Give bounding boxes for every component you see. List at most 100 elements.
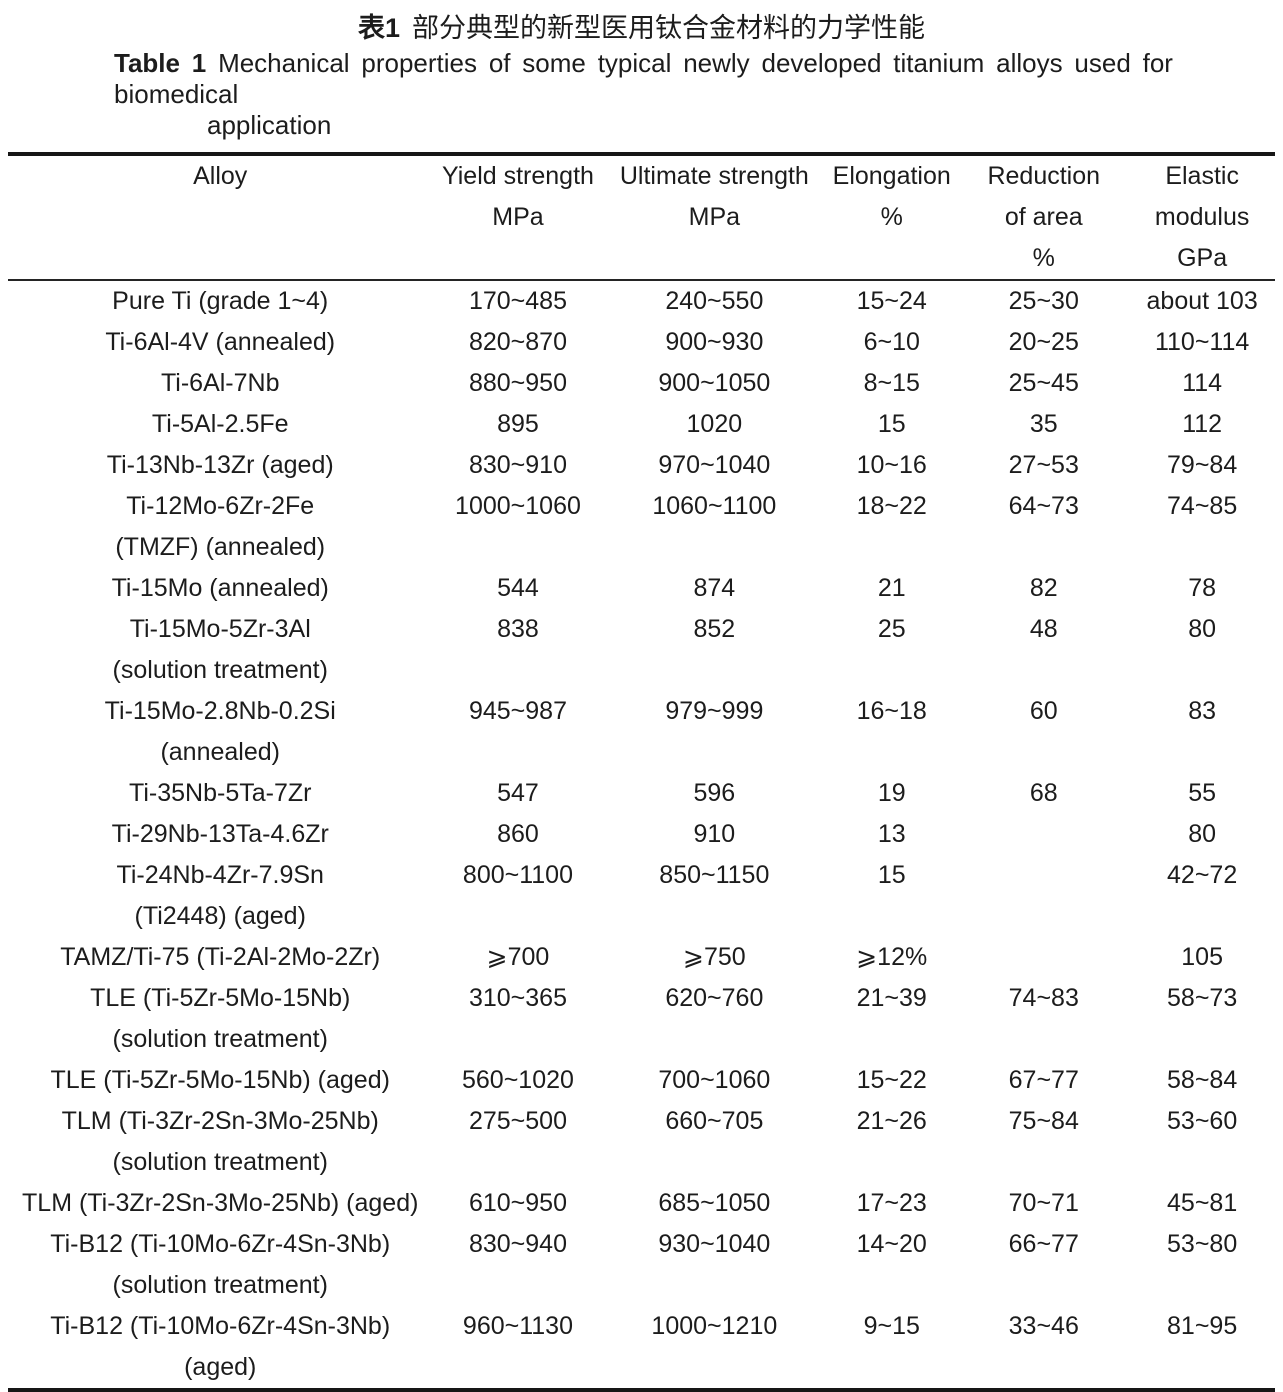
elongation-value: 9~15 [863,1312,920,1340]
elongation-value: 25 [877,615,906,643]
column-header-line: Yield strength [441,162,594,190]
column-header-alloy: Alloy [8,154,432,280]
ultimate-strength-value: ⩾750 [683,943,746,971]
table-row: Ti-15Mo (annealed) 544 874 21 82 78 [8,568,1275,609]
reduction-of-area-value [958,814,1129,855]
yield-strength-value: 544 [497,574,539,602]
yield-strength-value: ⩾700 [486,943,550,971]
column-header-line: Elastic [1165,162,1239,190]
elastic-modulus-value: 55 [1188,779,1217,807]
ultimate-strength-value: 1000~1210 [651,1312,778,1340]
elastic-modulus-value: 114 [1182,369,1223,397]
column-header-yield-strength: Yield strength MPa [432,154,603,280]
alloy-name-cell: TAMZ/Ti-75 (Ti-2Al-2Mo-2Zr) [8,937,432,978]
alloy-name-line: Ti-B12 (Ti-10Mo-6Zr-4Sn-3Nb) [50,1230,391,1258]
caption-english-text: Mechanical properties of some typical ne… [114,48,1173,109]
alloy-name-line: Ti-13Nb-13Zr (aged) [106,451,334,479]
ultimate-strength-value: 852 [693,615,736,643]
elongation-value: 14~20 [856,1230,927,1258]
table-row: Ti-15Mo-2.8Nb-0.2Si (annealed) 945~987 979~… [8,691,1275,773]
alloy-name-line: (aged) [184,1353,257,1381]
column-header-elongation: Elongation% [825,154,958,280]
alloy-name-cell: TLM (Ti-3Zr-2Sn-3Mo-25Nb) (solution treat… [8,1101,432,1183]
column-header-line: GPa [1177,244,1228,272]
elongation-value: 8~15 [863,369,920,397]
reduction-of-area-value: 67~77 [1008,1066,1079,1094]
column-header-ultimate-strength: Ultimate strength MPa [603,154,825,280]
reduction-of-area-value: 68 [1029,779,1058,807]
ultimate-strength-value: 620~760 [665,984,764,1012]
yield-strength-value: 820~870 [468,328,567,356]
elastic-modulus-value: 74~85 [1167,492,1238,520]
alloy-name-line: Pure Ti (grade 1~4) [112,287,329,315]
properties-table: Alloy Yield strength MPa Ultimate strength M… [8,152,1275,1392]
elastic-modulus-value: 80 [1188,615,1217,643]
elongation-value: 21~26 [856,1107,927,1135]
elastic-modulus-value: 42~72 [1167,861,1238,889]
ultimate-strength-value: 240~550 [665,287,764,315]
elastic-modulus-value: 58~84 [1167,1066,1238,1094]
reduction-of-area-value: 48 [1029,615,1058,643]
ultimate-strength-value: 1020 [686,410,743,438]
elastic-modulus-value: 53~80 [1167,1230,1238,1258]
alloy-name-cell: Ti-35Nb-5Ta-7Zr [8,773,432,814]
alloy-name-cell: Ti-5Al-2.5Fe [8,404,432,445]
yield-strength-value: 880~950 [468,369,567,397]
yield-strength-value: 547 [497,779,539,807]
ultimate-strength-value: 596 [693,779,736,807]
reduction-of-area-value: 27~53 [1008,451,1079,479]
alloy-name-line: TAMZ/Ti-75 (Ti-2Al-2Mo-2Zr) [60,943,381,971]
yield-strength-value: 830~910 [468,451,567,479]
reduction-of-area-value [958,937,1129,978]
ultimate-strength-value: 910 [693,820,736,848]
elastic-modulus-value: 81~95 [1167,1312,1238,1340]
table-row: TLE (Ti-5Zr-5Mo-15Nb) (aged) 560~1020 700~… [8,1060,1275,1101]
alloy-table-body: Pure Ti (grade 1~4) 170~485 240~550 15~24 25… [8,280,1275,1390]
reduction-of-area-value: 25~30 [1008,287,1079,315]
elastic-modulus-value: 112 [1182,410,1223,438]
elongation-value: 15~22 [856,1066,927,1094]
caption-english-line2: application [207,110,332,140]
elastic-modulus-value: 53~60 [1167,1107,1238,1135]
column-header-elastic-modulus: Elastic modulus GPa [1129,154,1275,280]
alloy-name-cell: Ti-12Mo-6Zr-2Fe (TMZF) (annealed) [8,486,432,568]
yield-strength-value: 860 [497,820,539,848]
header-row: Alloy Yield strength MPa Ultimate strength M… [8,154,1275,280]
elastic-modulus-value: about 103 [1146,287,1258,315]
reduction-of-area-value: 64~73 [1008,492,1079,520]
alloy-name-line: Ti-15Mo-2.8Nb-0.2Si [104,697,336,725]
column-header-line: MPa [688,203,741,231]
alloy-name-cell: TLE (Ti-5Zr-5Mo-15Nb) (solution treatment… [8,978,432,1060]
alloy-name-line: Ti-B12 (Ti-10Mo-6Zr-4Sn-3Nb) [50,1312,391,1340]
elastic-modulus-value: 58~73 [1167,984,1238,1012]
yield-strength-value: 830~940 [468,1230,567,1258]
table-row: Ti-12Mo-6Zr-2Fe (TMZF) (annealed) 1000~106… [8,486,1275,568]
reduction-of-area-value: 82 [1029,574,1058,602]
yield-strength-value: 170~485 [468,287,567,315]
elongation-value: 15 [877,861,906,889]
column-header-line: Alloy [193,162,248,190]
ultimate-strength-value: 700~1060 [658,1066,771,1094]
yield-strength-value: 800~1100 [462,861,573,889]
reduction-of-area-value: 66~77 [1008,1230,1079,1258]
reduction-of-area-value: 74~83 [1008,984,1079,1012]
elongation-value: 6~10 [863,328,920,356]
alloy-name-line: Ti-6Al-7Nb [160,369,280,397]
yield-strength-value: 560~1020 [462,1066,574,1094]
table-row: Pure Ti (grade 1~4) 170~485 240~550 15~24 25… [8,280,1275,322]
table-row: TLE (Ti-5Zr-5Mo-15Nb) (solution treatment… [8,978,1275,1060]
caption-chinese-text: 部分典型的新型医用钛合金材料的力学性能 [412,13,926,43]
alloy-name-line: TLE (Ti-5Zr-5Mo-15Nb) (aged) [50,1066,390,1094]
ultimate-strength-value: 660~705 [665,1107,764,1135]
elongation-value: 19 [877,779,906,807]
alloy-name-line: Ti-24Nb-4Zr-7.9Sn [116,861,324,889]
ultimate-strength-value: 970~1040 [658,451,771,479]
alloy-name-line: Ti-12Mo-6Zr-2Fe [126,492,315,520]
elastic-modulus-value: 78 [1188,574,1217,602]
reduction-of-area-value: 20~25 [1008,328,1079,356]
caption-english: Table 1 Mechanical properties of some ty… [114,48,1173,141]
column-header-line: % [1032,244,1055,272]
caption-english-line1: Table 1 Mechanical properties of some ty… [114,48,1173,110]
alloy-name-cell: Ti-15Mo-5Zr-3Al (solution treatment) [8,609,432,691]
table-row: TAMZ/Ti-75 (Ti-2Al-2Mo-2Zr) ⩾700 ⩾750 ⩾12% 1… [8,937,1275,978]
